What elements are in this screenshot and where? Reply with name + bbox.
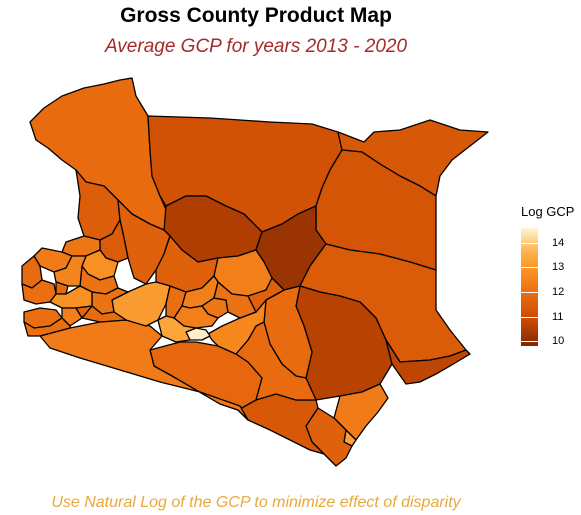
- legend-tick-label: 11: [552, 310, 564, 323]
- county-machakos[interactable]: [207, 299, 267, 355]
- county-kisii[interactable]: [61, 307, 83, 327]
- page-title: Gross County Product Map: [120, 4, 392, 27]
- legend-tick-mark: [521, 316, 538, 318]
- legend-tick-label: 10: [552, 335, 565, 348]
- county-lamu[interactable]: [385, 339, 471, 385]
- legend: Log GCP 14 13 12 11 10: [518, 204, 580, 354]
- county-kiambu[interactable]: [157, 315, 197, 343]
- county-nyamira[interactable]: [75, 305, 93, 319]
- legend-tick-mark: [521, 291, 538, 293]
- legend-tick-mark: [521, 267, 538, 269]
- county-embu[interactable]: [213, 281, 257, 319]
- legend-tick-mark: [521, 341, 538, 343]
- legend-tick-label: 14: [552, 236, 565, 249]
- legend-tick-label: 12: [552, 285, 565, 298]
- county-tharaka-nithi[interactable]: [247, 277, 285, 313]
- page-caption: Use Natural Log of the GCP to minimize e…: [51, 494, 461, 511]
- legend-tick-mark: [521, 242, 538, 244]
- page-subtitle: Average GCP for years 2013 - 2020: [104, 36, 408, 57]
- legend-tick-label: 13: [552, 261, 565, 274]
- legend-title: Log GCP: [521, 204, 575, 219]
- legend-colorbar: [521, 228, 538, 346]
- county-migori[interactable]: [23, 317, 71, 337]
- county-turkana[interactable]: [29, 77, 169, 231]
